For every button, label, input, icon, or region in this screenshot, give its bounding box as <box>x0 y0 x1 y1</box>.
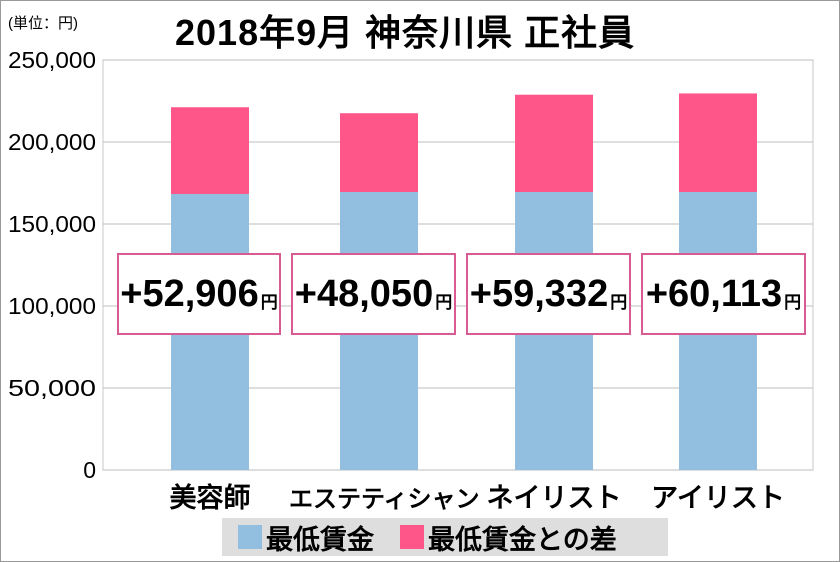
yen-unit: 円 <box>610 292 628 312</box>
y-tick-label: 50,000 <box>8 375 96 401</box>
legend-swatch-difference <box>400 525 424 549</box>
difference-value: +48,050 <box>294 272 434 315</box>
legend-label: 最低賃金との差 <box>428 524 617 555</box>
difference-label: +59,332 円 <box>466 253 631 335</box>
y-tick-label: 250,000 <box>8 47 96 73</box>
y-tick-label: 100,000 <box>8 293 96 319</box>
unit-label: (単位：円) <box>8 15 78 32</box>
category-label: アイリスト <box>651 483 785 513</box>
category-label: エステティシャン <box>289 486 480 513</box>
difference-value: +59,332 <box>469 272 609 315</box>
legend-label: 最低賃金 <box>266 524 374 555</box>
bar-difference <box>171 107 249 194</box>
legend-swatch-minimum-wage <box>238 525 262 549</box>
legend: 最低賃金 最低賃金との差 <box>222 518 668 556</box>
difference-label: +48,050 円 <box>291 253 456 335</box>
difference-value: +60,113 <box>645 272 783 315</box>
yen-unit: 円 <box>784 292 802 312</box>
bar-difference <box>515 94 593 193</box>
y-tick-label: 0 <box>83 457 96 483</box>
difference-value: +52,906 <box>120 272 259 315</box>
yen-unit: 円 <box>435 292 453 312</box>
category-label: ネイリスト <box>486 483 622 513</box>
category-label: 美容師 <box>169 483 251 513</box>
y-tick-label: 150,000 <box>8 211 96 237</box>
chart-title: 2018年9月 神奈川県 正社員 <box>175 12 636 53</box>
difference-label: +52,906 円 <box>117 253 281 335</box>
y-tick-label: 200,000 <box>8 129 96 155</box>
difference-label: +60,113 円 <box>641 253 806 335</box>
bar-difference <box>340 113 418 193</box>
yen-unit: 円 <box>260 292 278 312</box>
bar-difference <box>679 93 757 193</box>
